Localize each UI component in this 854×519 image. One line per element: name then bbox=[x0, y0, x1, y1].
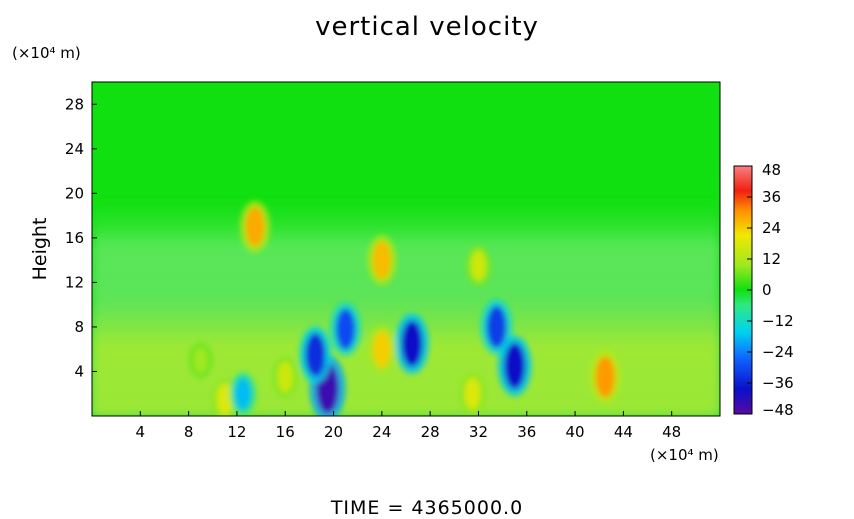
velocity-cell bbox=[595, 356, 615, 398]
velocity-cell bbox=[305, 332, 326, 377]
time-readout: TIME = 4365000.0 bbox=[330, 497, 524, 519]
x-tick-label: 20 bbox=[324, 423, 343, 441]
chart-title: vertical velocity bbox=[315, 12, 539, 42]
colorbar-tick-label: 48 bbox=[762, 161, 781, 179]
velocity-cell bbox=[486, 305, 507, 349]
colorbar-tick-label: −24 bbox=[762, 343, 794, 361]
x-tick-label: 28 bbox=[421, 423, 440, 441]
colorbar-tick-label: 12 bbox=[762, 250, 781, 268]
x-tick-label: 16 bbox=[276, 423, 295, 441]
velocity-cell bbox=[470, 250, 487, 282]
y-tick-label: 8 bbox=[74, 318, 84, 336]
velocity-cell bbox=[234, 377, 252, 411]
x-tick-label: 8 bbox=[184, 423, 194, 441]
velocity-cell bbox=[193, 346, 208, 374]
colorbar-tick-label: −36 bbox=[762, 374, 794, 392]
velocity-cell bbox=[277, 361, 294, 393]
x-tick-label: 44 bbox=[614, 423, 633, 441]
y-tick-label: 16 bbox=[65, 229, 84, 247]
x-tick-label: 40 bbox=[566, 423, 585, 441]
x-tick-label: 32 bbox=[469, 423, 488, 441]
x-tick-label: 12 bbox=[227, 423, 246, 441]
x-tick-label: 4 bbox=[136, 423, 146, 441]
colorbar-tick-label: 24 bbox=[762, 219, 781, 237]
velocity-cell bbox=[336, 308, 356, 350]
velocity-cell bbox=[372, 330, 391, 368]
plot-area bbox=[92, 82, 720, 416]
velocity-cell bbox=[372, 241, 391, 280]
velocity-cell bbox=[504, 342, 526, 390]
y-tick-label: 20 bbox=[65, 184, 84, 202]
velocity-cell bbox=[216, 383, 234, 416]
velocity-cell bbox=[464, 377, 481, 411]
x-tick-label: 36 bbox=[517, 423, 536, 441]
y-tick-label: 12 bbox=[65, 273, 84, 291]
y-tick-label: 4 bbox=[74, 362, 84, 380]
colorbar-tick-label: 0 bbox=[762, 281, 772, 299]
colorbar-tick-label: −48 bbox=[762, 401, 794, 419]
velocity-cell bbox=[401, 320, 423, 367]
y-tick-label: 28 bbox=[65, 95, 84, 113]
x-tick-label: 48 bbox=[662, 423, 681, 441]
y-axis-unit: (×10⁴ m) bbox=[12, 44, 81, 62]
y-tick-label: 24 bbox=[65, 140, 84, 158]
colorbar-tick-label: 36 bbox=[762, 188, 781, 206]
colorbar-tick-label: −12 bbox=[762, 312, 794, 330]
velocity-cell bbox=[245, 206, 265, 247]
x-axis-unit: (×10⁴ m) bbox=[650, 446, 719, 464]
x-tick-label: 24 bbox=[372, 423, 391, 441]
